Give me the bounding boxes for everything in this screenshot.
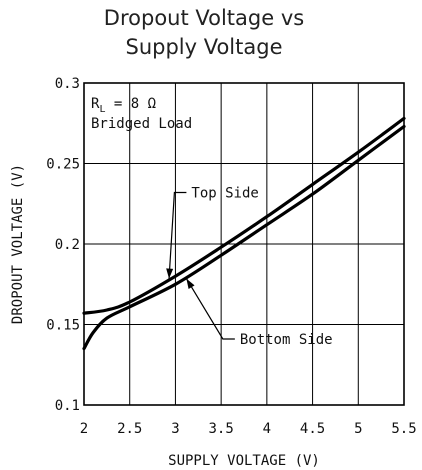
x-tick-label: 5 (354, 421, 362, 437)
y-tick-label: 0.1 (55, 398, 80, 414)
chart-title-line2: Supply Voltage (125, 35, 282, 59)
top-side-curve (82, 116, 406, 315)
x-axis-label: SUPPLY VOLTAGE (V) (168, 453, 320, 469)
bottom-side-arrowhead (186, 278, 195, 289)
plot-frame (83, 82, 405, 406)
chart-title-line1: Dropout Voltage vs (104, 6, 304, 30)
y-tick-label: 0.15 (46, 318, 80, 334)
x-tick-label: 2 (80, 421, 88, 437)
x-tick-label: 3 (171, 421, 179, 437)
top-side-leader-line (168, 191, 187, 279)
load-resistance-label: RL = 8 Ω (91, 96, 156, 115)
bridged-load-label: Bridged Load (91, 116, 192, 132)
x-tick-label: 2.5 (117, 421, 142, 437)
top-side-label: Top Side (191, 185, 258, 201)
x-tick-label: 5.5 (391, 421, 416, 437)
rl-symbol: R (91, 96, 100, 112)
bottom-side-leader-line (185, 278, 235, 340)
x-tick-label: 4 (263, 421, 271, 437)
x-tick-label: 3.5 (208, 421, 233, 437)
top-side-arrowhead (166, 268, 174, 279)
y-tick-labels: 0.1 0.15 0.2 0.25 0.3 (46, 76, 80, 414)
bottom-side-curve (82, 124, 406, 351)
series-annotations: Top Side Bottom Side (166, 185, 333, 348)
x-tick-label: 4.5 (300, 421, 325, 437)
rl-value: = 8 Ω (105, 96, 156, 112)
series-curves (82, 116, 406, 351)
bottom-side-label: Bottom Side (240, 332, 333, 348)
y-axis-label: DROPOUT VOLTAGE (V) (10, 164, 26, 324)
y-tick-label: 0.25 (46, 157, 80, 173)
y-tick-label: 0.3 (55, 76, 80, 92)
rl-subscript: L (99, 104, 105, 115)
y-tick-label: 0.2 (55, 237, 80, 253)
x-tick-labels: 2 2.5 3 3.5 4 4.5 5 5.5 (80, 421, 417, 437)
